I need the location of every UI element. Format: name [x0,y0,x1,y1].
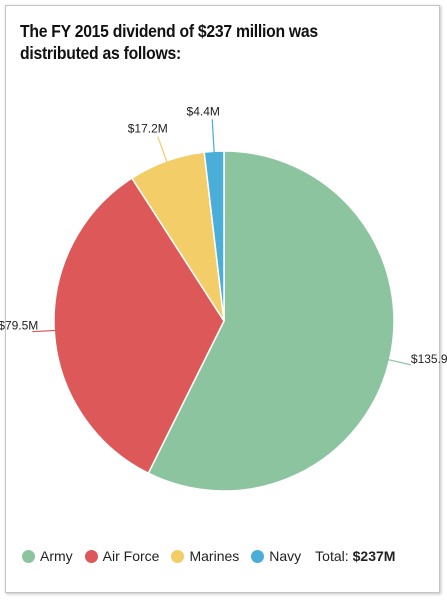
legend-label-army: Army [40,548,73,564]
chart-title: The FY 2015 dividend of $237 million was… [20,21,318,63]
legend-label-air-force: Air Force [102,548,160,564]
legend-swatch-navy [251,549,265,563]
leader-line-navy [211,119,215,154]
data-label-air-force: $79.5M [0,319,38,333]
legend-swatch-army [22,549,35,563]
legend-item-marines: Marines [171,548,239,564]
data-label-marines: $17.2M [128,122,168,136]
legend-swatch-marines [171,549,185,563]
legend-item-air-force: Air Force [84,548,160,564]
legend-swatch-air-force [84,549,98,563]
legend: Army Air Force Marines Navy Total: $237M [22,546,395,566]
total-label: Total: [315,548,349,564]
leader-line-army [387,358,412,366]
legend-item-navy: Navy [251,548,301,564]
total-value: $237M [352,548,396,564]
legend-item-army: Army [22,548,73,564]
data-label-army: $135.9M [411,352,447,366]
leader-line-marines [157,136,168,164]
leader-line-air-force [32,329,57,333]
legend-label-navy: Navy [269,548,302,564]
legend-label-marines: Marines [189,548,240,564]
data-label-navy: $4.4M [187,104,220,118]
